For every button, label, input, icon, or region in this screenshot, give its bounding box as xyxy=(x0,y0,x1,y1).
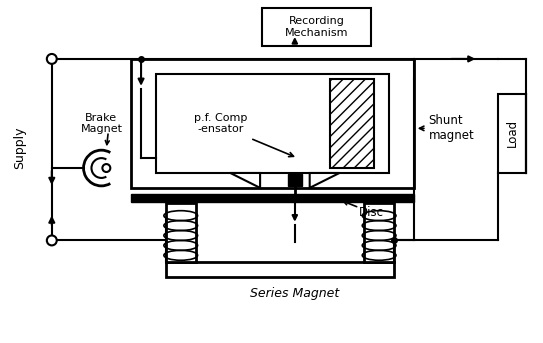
Text: Series Magnet: Series Magnet xyxy=(250,287,339,300)
Text: p.f. Comp
-ensator: p.f. Comp -ensator xyxy=(194,113,247,134)
Text: Shunt
magnet: Shunt magnet xyxy=(429,114,475,142)
Polygon shape xyxy=(310,173,339,188)
Text: Disc: Disc xyxy=(359,206,384,219)
Polygon shape xyxy=(230,173,260,188)
Text: Brake
Magnet: Brake Magnet xyxy=(80,113,122,134)
Bar xyxy=(288,174,302,186)
Bar xyxy=(131,194,414,202)
Circle shape xyxy=(103,164,110,172)
Bar xyxy=(131,59,414,188)
Text: Load: Load xyxy=(506,119,519,147)
Bar xyxy=(498,94,526,173)
Bar xyxy=(330,79,374,168)
Text: Supply: Supply xyxy=(14,127,27,169)
Bar xyxy=(166,262,394,277)
Bar xyxy=(364,203,394,262)
Bar xyxy=(166,203,195,262)
Text: Recording
Mechanism: Recording Mechanism xyxy=(285,16,349,38)
Bar xyxy=(156,74,389,173)
Bar xyxy=(262,8,371,46)
